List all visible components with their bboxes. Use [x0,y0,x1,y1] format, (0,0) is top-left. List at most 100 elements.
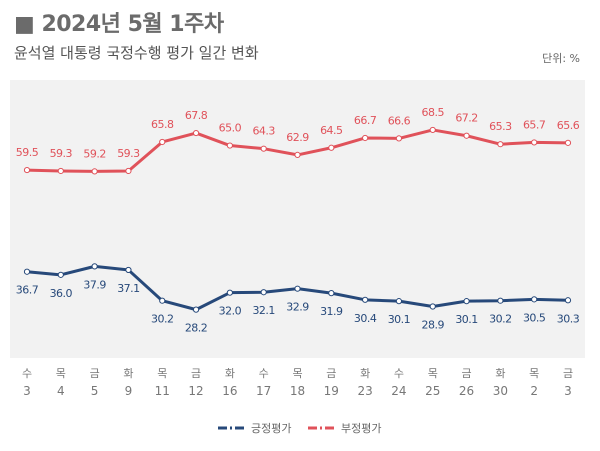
data-label: 65.3 [489,120,512,133]
data-label: 65.8 [151,118,174,131]
data-label: 30.3 [557,312,580,325]
x-tick-weekday: 목 [428,367,438,380]
data-point [564,297,572,304]
data-point [328,290,335,297]
data-point [260,145,267,152]
data-point [497,297,504,304]
data-label: 65.0 [219,122,242,135]
x-tick-weekday: 목 [56,367,66,380]
data-point [91,263,98,270]
data-point [23,268,31,275]
x-tick-day: 24 [391,384,406,398]
data-label: 32.9 [286,301,309,314]
data-point [362,296,369,303]
data-point [192,306,200,313]
data-point [226,289,233,296]
data-label: 36.7 [16,284,39,297]
data-label: 62.9 [286,131,309,144]
x-tick-weekday: 금 [563,367,573,380]
x-tick-weekday: 화 [495,367,505,380]
x-tick-weekday: 화 [360,367,370,380]
unit-label: 단위: % [542,52,580,65]
data-label: 59.5 [16,146,39,159]
data-label: 65.6 [557,119,580,132]
data-label: 64.3 [252,125,275,138]
data-point [463,298,470,305]
data-label: 30.5 [523,311,546,324]
x-tick-day: 30 [493,384,508,398]
x-tick-weekday: 금 [191,367,201,380]
data-label: 59.2 [83,147,106,160]
data-point [226,142,233,149]
data-label: 28.9 [422,319,445,332]
x-tick-day: 3 [564,384,572,398]
data-label: 37.1 [117,282,140,295]
data-point [260,289,267,296]
data-label: 67.2 [455,112,478,125]
data-label: 30.4 [354,312,377,325]
data-label: 30.1 [388,313,411,326]
x-tick-weekday: 목 [292,367,302,380]
data-point [192,129,200,137]
data-point [125,266,132,274]
data-point [328,144,335,151]
x-tick-day: 12 [188,384,203,398]
data-label: 32.1 [252,304,275,317]
x-tick-day: 11 [155,384,170,398]
data-point [57,167,64,175]
x-tick-day: 16 [222,384,237,398]
page-title: ■ 2024년 5월 1주차 [14,12,224,37]
data-label: 66.6 [388,114,411,127]
data-label: 67.8 [185,109,208,122]
x-tick-weekday: 수 [394,367,404,380]
data-point [125,167,132,175]
x-tick-day: 19 [324,384,339,398]
data-label: 68.5 [422,106,445,119]
x-tick-day: 3 [23,384,31,398]
data-point [362,134,369,142]
x-tick-weekday: 화 [225,367,235,380]
data-point [463,132,470,139]
data-point [531,296,538,303]
legend-label: 부정평가 [341,422,381,435]
x-tick-day: 18 [290,384,305,398]
x-tick-weekday: 금 [326,367,336,380]
x-tick-weekday: 금 [462,367,472,380]
data-label: 30.2 [489,313,512,326]
x-tick-day: 4 [57,384,65,398]
data-point [159,297,166,304]
data-point [429,126,436,134]
data-point [23,166,31,174]
x-tick-weekday: 금 [90,367,100,380]
x-tick-day: 26 [459,384,474,398]
data-label: 28.2 [185,322,208,335]
x-tick-weekday: 목 [529,367,539,380]
data-label: 31.9 [320,305,343,318]
data-label: 64.5 [320,124,343,137]
x-tick-day: 23 [357,384,372,398]
data-label: 59.3 [50,147,73,160]
chart-subtitle: 윤석열 대통령 국정수행 평가 일간 변화 [14,44,259,62]
x-tick-day: 2 [530,384,538,398]
x-tick-day: 17 [256,384,271,398]
plot-background [10,80,585,358]
x-tick-weekday: 화 [123,367,133,380]
x-tick-day: 25 [425,384,440,398]
data-point [91,168,98,175]
data-point [294,151,301,159]
data-label: 59.3 [117,147,140,160]
data-label: 30.2 [151,313,174,326]
data-label: 65.7 [523,118,546,131]
data-label: 30.1 [455,313,478,326]
data-point [57,271,64,278]
data-label: 36.0 [50,287,73,300]
data-point [294,285,301,292]
legend-label: 긍정평가 [251,422,291,435]
x-tick-weekday: 수 [259,367,269,380]
data-label: 37.9 [83,278,106,291]
data-point [429,303,436,310]
data-point [531,139,538,146]
data-point [564,139,572,146]
